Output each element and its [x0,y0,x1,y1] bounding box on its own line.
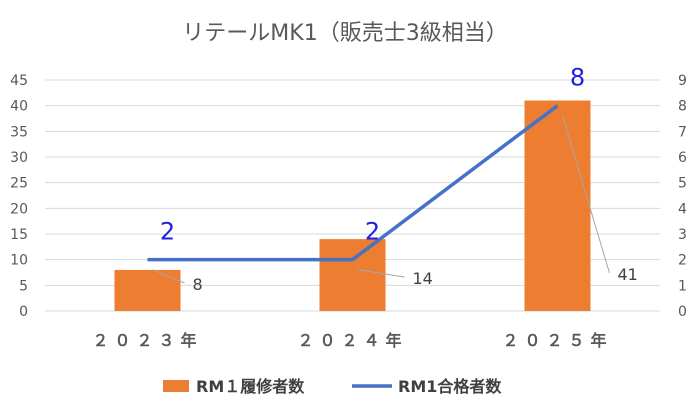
right-tick-label: 0 [678,304,687,320]
right-tick-label: 9 [678,73,687,89]
left-tick-label: 15 [10,227,28,243]
bar-data-labels: 8 14 41 [193,265,638,294]
line-data-label: 2 [365,218,380,246]
left-tick-label: 0 [19,304,28,320]
bar-data-label: 41 [618,265,638,284]
leader-line [357,269,405,278]
legend-swatch-bar [163,380,189,392]
bar-data-label: 8 [193,275,203,294]
legend-label-line: RM1合格者数 [398,377,502,396]
right-axis-ticks: 0 1 2 3 4 5 6 7 8 9 [678,73,687,320]
right-tick-label: 1 [678,278,687,294]
left-tick-label: 10 [10,253,28,269]
category-axis-labels: ２０２３年 ２０２４年 ２０２５年 [92,331,612,350]
category-label: ２０２４年 [297,331,407,350]
legend: RM１履修者数 RM1合格者数 [163,377,502,396]
line-data-label: 8 [570,64,585,92]
bar-series [114,100,591,312]
left-tick-label: 30 [10,150,28,166]
leader-lines [152,115,610,284]
category-label: ２０２３年 [92,331,202,350]
leader-line [152,269,185,284]
bar [114,269,181,311]
bar [319,239,386,311]
line-series [147,104,559,262]
leader-line [562,115,610,274]
line-data-label: 2 [160,218,175,246]
right-tick-label: 2 [678,253,687,269]
left-tick-label: 45 [10,73,28,89]
bar-data-label: 14 [413,269,433,288]
left-tick-label: 25 [10,176,28,192]
left-tick-label: 35 [10,124,28,140]
category-label: ２０２５年 [502,331,612,350]
left-tick-label: 5 [19,278,28,294]
left-tick-label: 40 [10,99,28,115]
chart-title: リテールMK1（販売士3級相当） [182,21,507,46]
right-tick-label: 8 [678,99,687,115]
right-tick-label: 7 [678,124,687,140]
right-tick-label: 3 [678,227,687,243]
right-tick-label: 4 [678,201,687,217]
right-tick-label: 6 [678,150,687,166]
line-data-labels: 2 2 8 [160,64,585,246]
right-tick-label: 5 [678,176,687,192]
legend-label-bar: RM１履修者数 [196,377,305,396]
left-tick-label: 20 [10,201,28,217]
bar [524,100,591,312]
left-axis-ticks: 0 5 10 15 20 25 30 35 40 45 [10,73,28,320]
